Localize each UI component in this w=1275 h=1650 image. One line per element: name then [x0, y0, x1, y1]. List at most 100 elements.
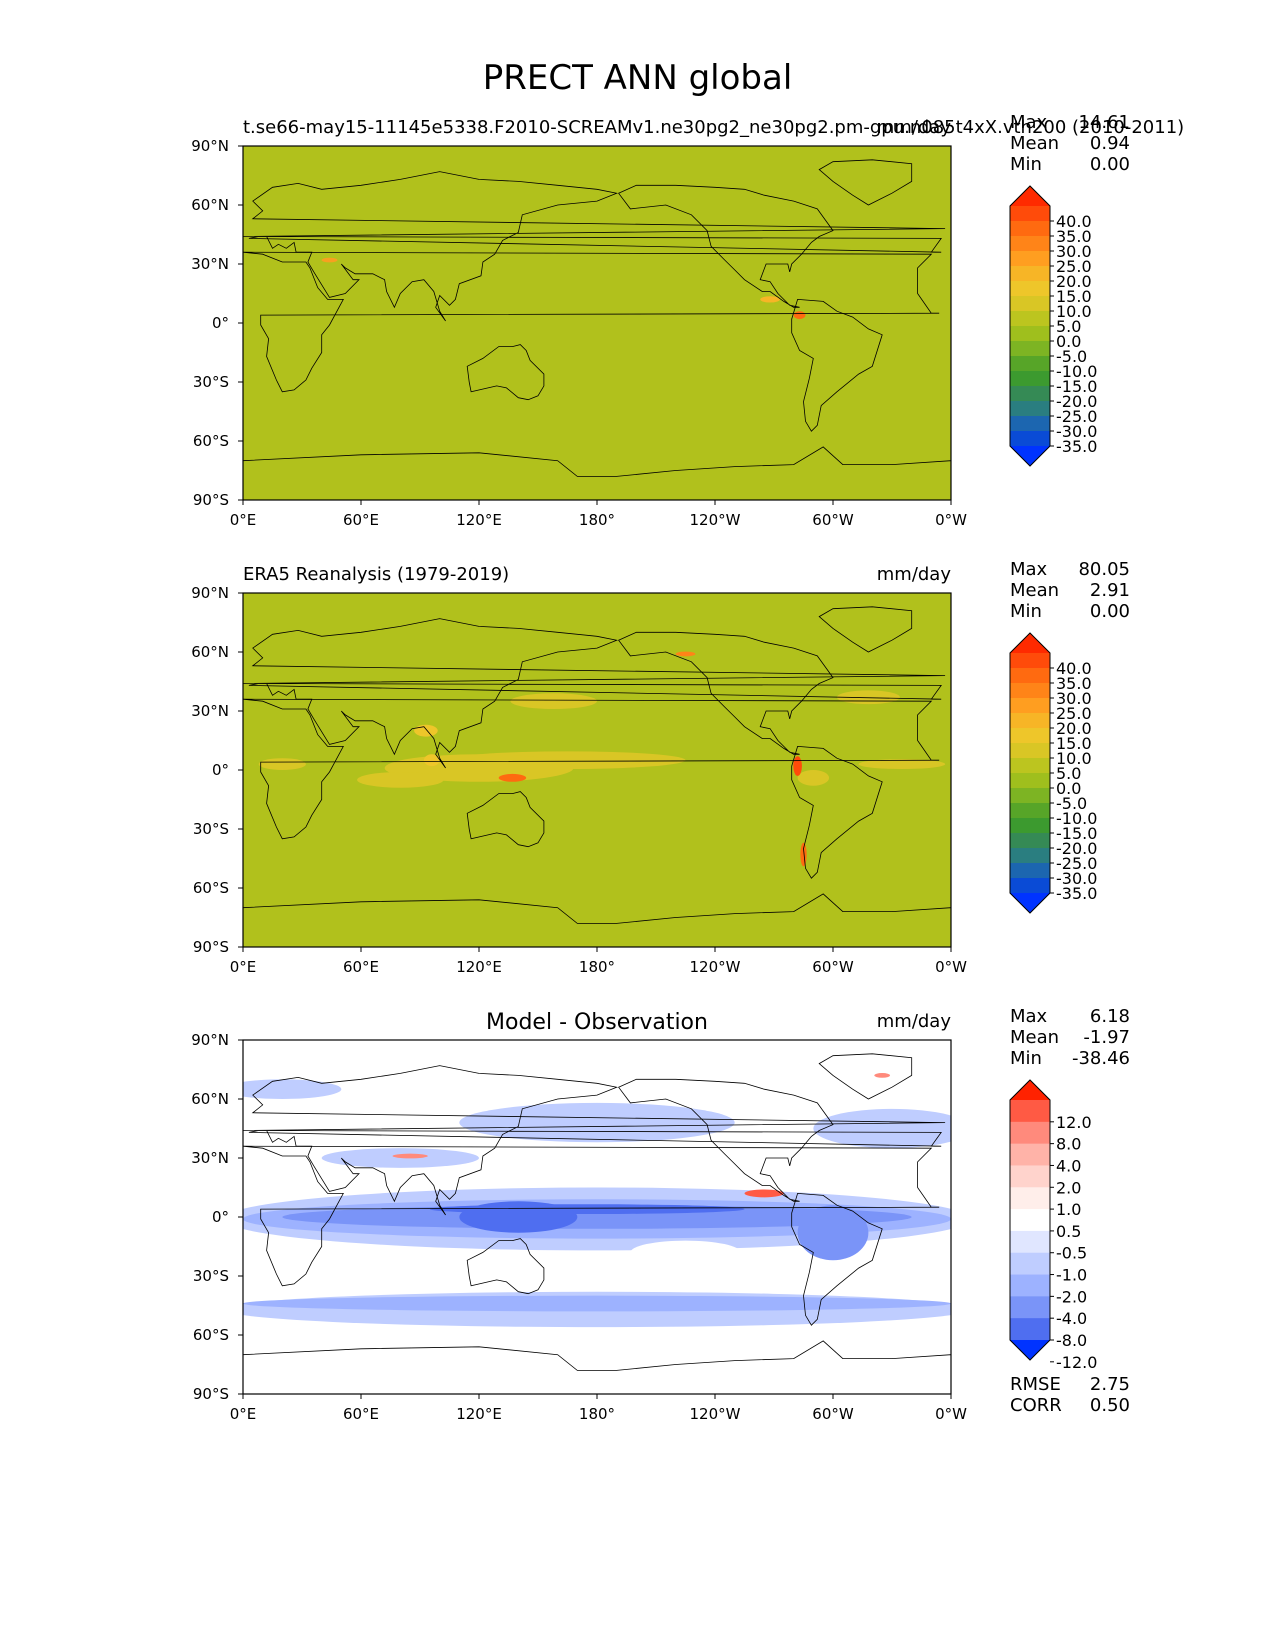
x-tick-label: 180°: [579, 958, 615, 976]
field-patch: [321, 1148, 479, 1168]
stat-value: -1.97: [1083, 1027, 1130, 1048]
colorbar-label: 30.0: [1056, 689, 1092, 708]
colorbar-extend-max: [1010, 186, 1050, 206]
colorbar-segment: [1010, 713, 1050, 729]
colorbar-label: 40.0: [1056, 659, 1092, 678]
colorbar-label: 10.0: [1056, 749, 1092, 768]
field-patch: [498, 773, 527, 782]
colorbar-label: -15.0: [1056, 377, 1097, 396]
field-patch: [892, 1156, 951, 1180]
colorbar-label: 25.0: [1056, 257, 1092, 276]
colorbar-segment: [1010, 848, 1050, 864]
colorbar-segment: [1010, 386, 1050, 402]
x-tick-label: 60°W: [812, 1405, 854, 1423]
colorbar: 40.035.030.025.020.015.010.05.00.0-5.0-1…: [1009, 185, 1097, 467]
colorbar-label: -20.0: [1056, 392, 1097, 411]
field-patch: [423, 754, 440, 767]
stat-label: Max: [1010, 112, 1048, 133]
colorbar-segment: [1010, 668, 1050, 684]
colorbar-segment: [1010, 728, 1050, 744]
x-tick-label: 0°E: [230, 1405, 257, 1423]
colorbar-extend-max: [1010, 1080, 1050, 1100]
coastline: [243, 446, 951, 500]
colorbar-segment: [1010, 236, 1050, 252]
y-tick-label: 60°S: [193, 1326, 229, 1344]
x-tick-label: 60°W: [812, 511, 854, 529]
colorbar-label: -25.0: [1056, 407, 1097, 426]
colorbar-segment: [1010, 431, 1050, 447]
colorbar-segment: [1010, 266, 1050, 282]
y-tick-label: 0°: [212, 314, 229, 332]
coastline: [466, 1238, 545, 1295]
stat-label: RMSE: [1010, 1374, 1061, 1395]
colorbar-segment: [1010, 1187, 1050, 1210]
y-tick-label: 90°S: [193, 1385, 229, 1403]
colorbar-label: -5.0: [1056, 794, 1087, 813]
field-overlay: [243, 1053, 951, 1394]
figure-title: PRECT ANN global: [482, 58, 793, 98]
coastline: [818, 606, 913, 653]
stat-label: Max: [1010, 559, 1048, 580]
colorbar-label: -35.0: [1056, 884, 1097, 903]
chart-panel-difference: 0°E 60°E 120°E 180° 120°W 60°W 0°W 90°N 60°N 30°N…: [191, 1006, 1130, 1423]
stat-value: 0.00: [1090, 154, 1130, 175]
colorbar-segment: [1010, 863, 1050, 879]
field-overlay: [243, 606, 951, 947]
colorbar-label: 0.5: [1056, 1222, 1081, 1241]
y-tick-label: 0°: [212, 761, 229, 779]
colorbar-segment: [1010, 788, 1050, 804]
field-patch: [675, 651, 696, 657]
colorbar-segment: [1010, 401, 1050, 417]
y-tick-label: 30°S: [193, 373, 229, 391]
field-patch: [321, 257, 338, 263]
colorbar-extend-max: [1010, 633, 1050, 653]
colorbar-label: -4.0: [1056, 1309, 1087, 1328]
field-patch: [630, 1240, 741, 1265]
stat-label: Max: [1010, 1006, 1048, 1027]
panel-left-title: t.se66-may15-11145e5338.F2010-SCREAMv1.n…: [243, 117, 1184, 138]
x-tick-label: 60°E: [343, 958, 379, 976]
stat-label: Mean: [1010, 1027, 1059, 1048]
coastline: [791, 745, 883, 879]
stat-value: 0.00: [1090, 601, 1130, 622]
coastline: [617, 184, 834, 308]
map-area: [242, 592, 952, 948]
colorbar-label: -20.0: [1056, 839, 1097, 858]
colorbar-segment: [1010, 803, 1050, 819]
colorbar-segment: [1010, 371, 1050, 387]
colorbar-label: 35.0: [1056, 674, 1092, 693]
y-tick-label: 30°S: [193, 1267, 229, 1285]
colorbar-segment: [1010, 1121, 1050, 1145]
y-tick-label: 30°S: [193, 820, 229, 838]
colorbar-extend-min: [1010, 1340, 1050, 1360]
colorbar-label: -8.0: [1056, 1331, 1087, 1350]
colorbar-label: 0.0: [1056, 332, 1081, 351]
colorbar-segment: [1010, 356, 1050, 372]
x-tick-label: 0°W: [935, 958, 967, 976]
field-overlay: [243, 159, 951, 500]
panel-units: mm/day: [877, 117, 952, 138]
field-patch: [459, 1201, 578, 1233]
field-patch: [392, 1153, 428, 1159]
colorbar-label: -0.5: [1056, 1244, 1087, 1263]
colorbar-label: -10.0: [1056, 362, 1097, 381]
colorbar-label: -15.0: [1056, 824, 1097, 843]
y-tick-label: 30°N: [191, 255, 229, 273]
field-patch: [797, 1205, 869, 1261]
field-patch: [858, 759, 946, 770]
map-area: [242, 1039, 952, 1395]
field-patch: [510, 693, 597, 710]
x-tick-label: 0°E: [230, 958, 257, 976]
colorbar-label: 15.0: [1056, 287, 1092, 306]
colorbar-label: 15.0: [1056, 734, 1092, 753]
coastline: [466, 344, 545, 401]
colorbar-label: -5.0: [1056, 347, 1087, 366]
coastline: [243, 251, 940, 393]
colorbar-extend-min: [1010, 893, 1050, 913]
colorbar-segment: [1010, 773, 1050, 789]
colorbar: 40.035.030.025.020.015.010.05.00.0-5.0-1…: [1009, 632, 1097, 914]
colorbar-label: 2.0: [1056, 1178, 1081, 1197]
field-patch: [793, 311, 806, 320]
y-tick-label: 90°S: [193, 491, 229, 509]
